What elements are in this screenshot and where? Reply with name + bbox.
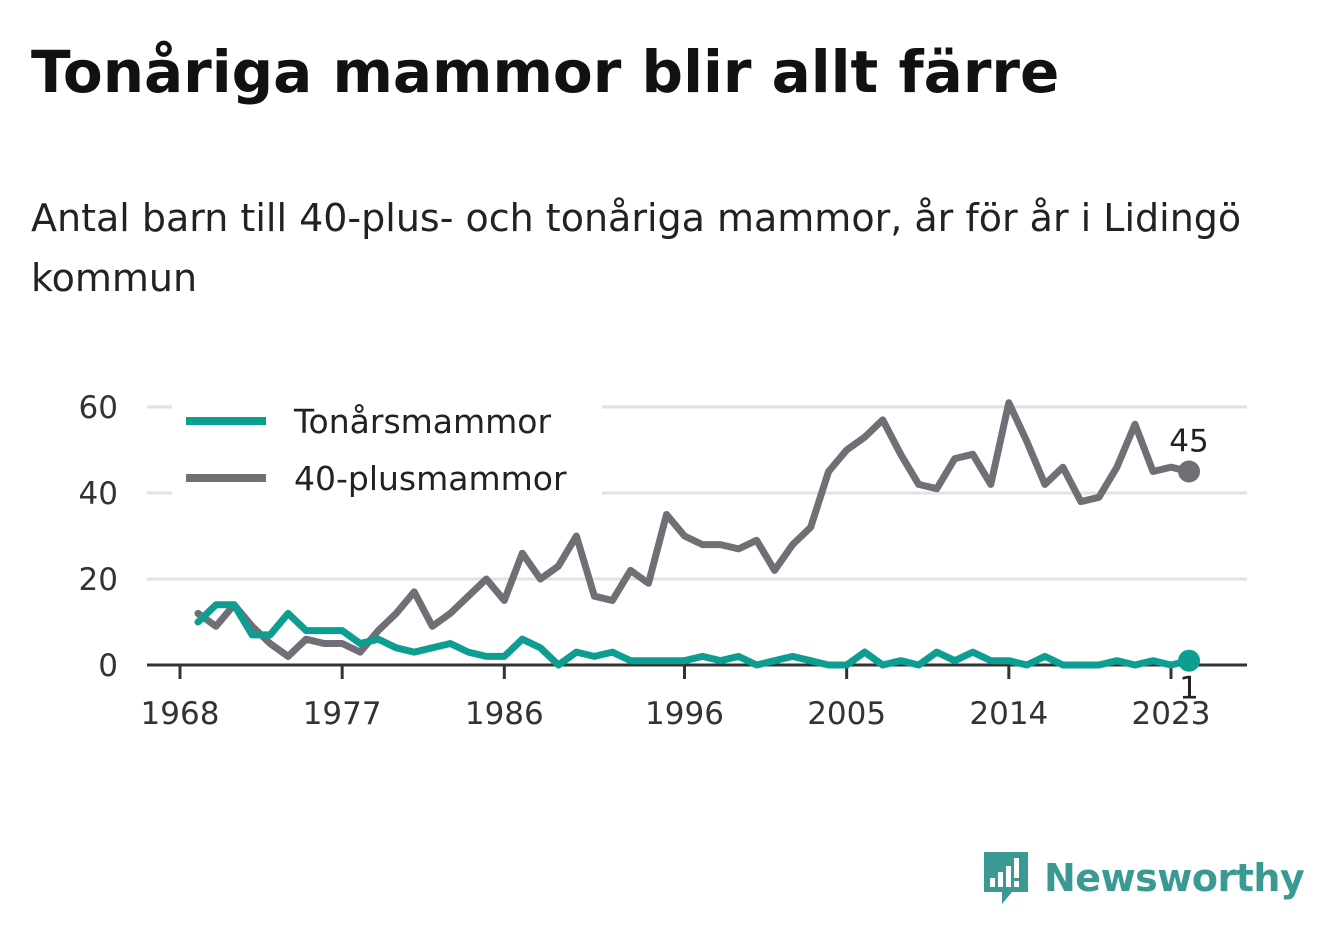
x-axis: 1968 1977 1986 1996 2005 2014 2023 (141, 663, 1247, 732)
legend-label: Tonårsmammor (293, 402, 551, 441)
end-labels: 45 1 (1169, 424, 1208, 707)
x-tick-label: 2005 (807, 696, 886, 732)
end-value-label: 1 (1179, 671, 1199, 707)
chart-title: Tonåriga mammor blir allt färre (31, 38, 1060, 106)
series-line-0 (194, 601, 1193, 669)
y-tick-label: 20 (79, 562, 118, 598)
series-end-point (1178, 460, 1201, 483)
legend: Tonårsmammor 40-plusmammor (172, 395, 602, 498)
series-line-1 (194, 399, 1193, 660)
x-tick-label: 1996 (645, 696, 724, 732)
x-tick-label: 1977 (303, 696, 382, 732)
brand: Newsworthy (980, 848, 1305, 908)
brand-name: Newsworthy (1044, 856, 1305, 900)
series-end-point (1178, 649, 1201, 672)
y-tick-label: 60 (79, 390, 118, 426)
x-tick-label: 1968 (141, 696, 220, 732)
newsworthy-logo-icon (984, 852, 1028, 904)
y-tick-label: 40 (79, 476, 118, 512)
y-axis-ticks: 0 20 40 60 (79, 390, 118, 684)
chart-subtitle: Antal barn till 40-plus- och tonåriga ma… (31, 196, 1242, 300)
legend-label: 40-plusmammor (294, 459, 567, 498)
x-tick-label: 1986 (465, 696, 544, 732)
y-tick-label: 0 (98, 648, 118, 684)
x-tick-label: 2014 (969, 696, 1048, 732)
series-lines (194, 399, 1201, 672)
x-tick-label: 2023 (1132, 696, 1211, 732)
end-value-label: 45 (1169, 424, 1208, 460)
